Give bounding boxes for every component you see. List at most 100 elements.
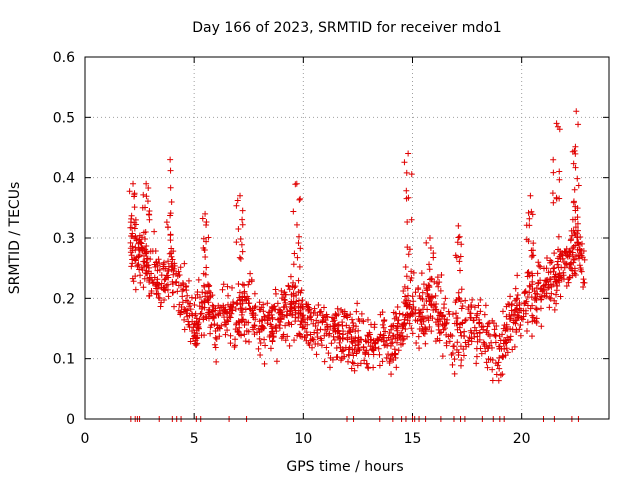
data-point: [234, 329, 241, 336]
data-point: [311, 305, 318, 312]
data-point: [313, 351, 320, 358]
data-point: [198, 332, 205, 339]
burst-point: [296, 263, 303, 270]
data-point: [199, 289, 206, 296]
data-point: [355, 341, 362, 348]
data-point: [207, 330, 214, 337]
data-point: [314, 327, 321, 334]
data-point: [215, 311, 222, 318]
data-point: [134, 263, 141, 270]
data-point: [432, 292, 439, 299]
burst-point: [295, 303, 302, 310]
data-point: [211, 341, 218, 348]
data-point: [455, 351, 462, 358]
burst-point: [428, 275, 435, 282]
data-point: [128, 263, 135, 270]
data-point: [528, 270, 535, 277]
data-point: [151, 228, 158, 235]
burst-point: [205, 283, 212, 290]
burst-point: [200, 245, 207, 252]
data-point: [254, 329, 261, 336]
data-point: [535, 280, 542, 287]
burst-point: [556, 195, 563, 202]
burst-point: [523, 236, 530, 243]
burst-point: [294, 254, 301, 261]
data-point: [455, 289, 462, 296]
burst-point: [426, 261, 433, 268]
data-point: [357, 360, 364, 367]
data-point: [476, 319, 483, 326]
data-point: [367, 343, 374, 350]
data-point: [269, 337, 276, 344]
data-point: [305, 301, 312, 308]
data-point: [492, 360, 499, 367]
data-point: [567, 249, 574, 256]
data-point: [363, 338, 370, 345]
x-tick-label: 10: [294, 431, 312, 447]
data-point: [386, 330, 393, 337]
data-point: [158, 272, 165, 279]
burst-point: [550, 156, 557, 163]
data-point: [438, 329, 445, 336]
data-point: [522, 310, 529, 317]
data-point: [468, 329, 475, 336]
data-point: [512, 285, 519, 292]
data-point: [286, 308, 293, 315]
burst-point: [403, 169, 410, 176]
data-point: [133, 254, 140, 261]
burst-point: [290, 261, 297, 268]
data-point: [246, 278, 253, 285]
data-point: [261, 360, 268, 367]
burst-point: [569, 216, 576, 223]
data-points: [126, 108, 588, 422]
data-point: [476, 336, 483, 343]
x-tick-label: 15: [404, 431, 422, 447]
data-point: [458, 356, 465, 363]
burst-point: [408, 268, 415, 275]
data-point: [563, 282, 570, 289]
data-point: [391, 346, 398, 353]
data-point: [486, 332, 493, 339]
data-point: [190, 324, 197, 331]
data-point: [327, 323, 334, 330]
data-point: [213, 358, 220, 365]
data-point: [470, 317, 477, 324]
data-point: [435, 283, 442, 290]
y-tick-label: 0.4: [53, 171, 75, 187]
burst-point: [127, 239, 134, 246]
burst-point: [290, 208, 297, 215]
data-point: [567, 237, 574, 244]
data-point: [299, 324, 306, 331]
data-point: [209, 302, 216, 309]
burst-point: [457, 267, 464, 274]
burst-point: [555, 233, 562, 240]
burst-point: [140, 191, 147, 198]
data-point: [388, 371, 395, 378]
data-point: [534, 270, 541, 277]
data-point: [152, 259, 159, 266]
data-point: [246, 300, 253, 307]
data-point: [471, 330, 478, 337]
data-point: [569, 245, 576, 252]
data-point: [221, 308, 228, 315]
data-point: [488, 339, 495, 346]
data-point: [420, 281, 427, 288]
data-point: [436, 330, 443, 337]
data-point: [511, 343, 518, 350]
burst-point: [456, 258, 463, 265]
data-point: [136, 251, 143, 258]
burst-point: [131, 225, 138, 232]
data-point: [181, 326, 188, 333]
burst-point: [144, 198, 151, 205]
data-point: [146, 292, 153, 299]
data-point: [474, 333, 481, 340]
data-point: [449, 350, 456, 357]
data-point: [354, 362, 361, 369]
data-point: [314, 340, 321, 347]
data-point: [155, 294, 162, 301]
data-point: [361, 357, 368, 364]
data-point: [328, 340, 335, 347]
data-point: [362, 349, 369, 356]
data-point: [491, 326, 498, 333]
data-point: [346, 344, 353, 351]
